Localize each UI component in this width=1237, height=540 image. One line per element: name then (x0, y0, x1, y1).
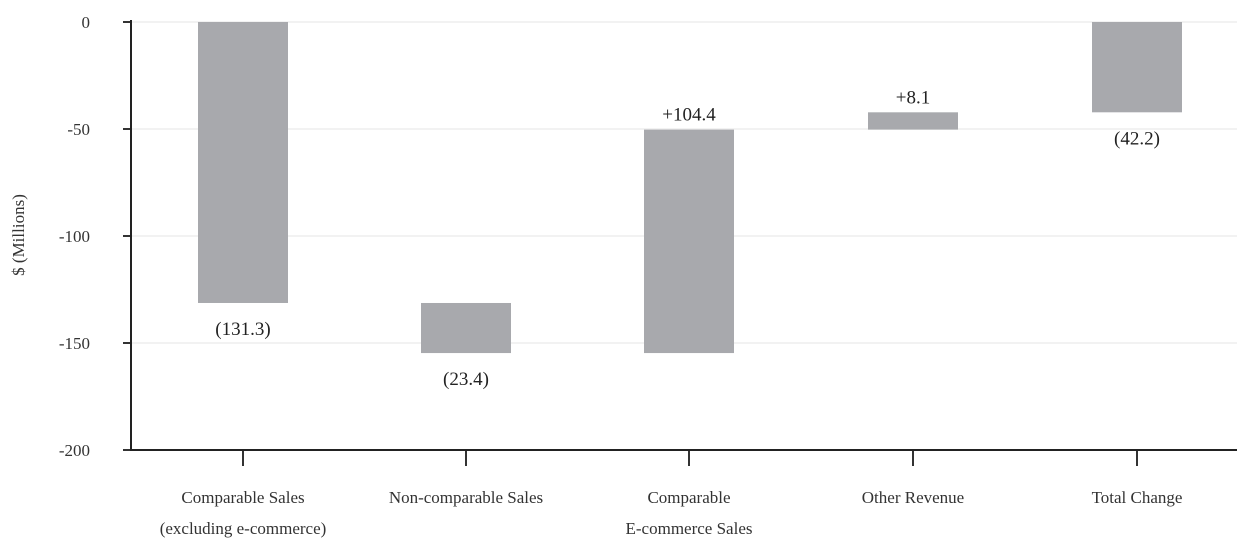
x-tick-label: Non-comparable Sales (389, 488, 543, 507)
data-label: +104.4 (662, 105, 716, 126)
x-tick-label: Other Revenue (862, 488, 964, 507)
data-label: (23.4) (443, 369, 489, 390)
y-tick-label: -150 (59, 334, 90, 353)
x-tick-label: (excluding e-commerce) (160, 519, 327, 538)
y-tick-label: 0 (82, 13, 91, 32)
bar (644, 129, 734, 354)
data-label: +8.1 (896, 87, 930, 108)
labels: 0 -50 -100 -150 -200 (131.3) Comparable Sales (… (59, 13, 1183, 538)
y-axis-title: $ (Millions) (9, 194, 28, 276)
y-tick-label: -100 (59, 227, 90, 246)
x-tick-label: Total Change (1092, 488, 1183, 507)
bars (198, 22, 1182, 354)
x-tick-label: Comparable (647, 488, 730, 507)
x-tick-label: E-commerce Sales (626, 519, 753, 538)
bar (421, 302, 511, 354)
y-tick-label: -50 (67, 120, 90, 139)
data-label: (42.2) (1114, 128, 1160, 149)
axes (123, 20, 1237, 466)
bar (868, 112, 958, 130)
y-tick-label: -200 (59, 441, 90, 460)
bar (198, 22, 288, 303)
bar (1092, 22, 1182, 113)
x-tick-label: Comparable Sales (181, 488, 304, 507)
data-label: (131.3) (215, 319, 270, 340)
